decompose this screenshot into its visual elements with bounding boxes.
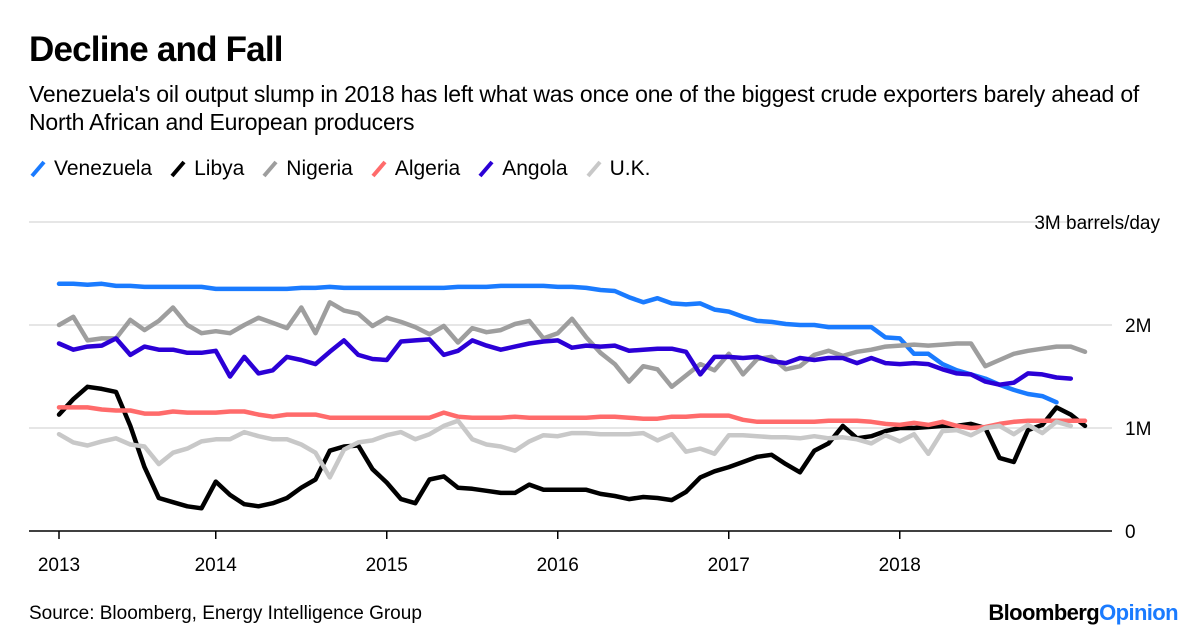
legend-swatch-algeria-icon	[371, 160, 387, 178]
source-note: Source: Bloomberg, Energy Intelligence G…	[29, 603, 422, 624]
series-line-uk	[56, 418, 1074, 480]
y-tick-label: 0	[1125, 522, 1136, 543]
series-line-venezuela	[56, 281, 1059, 405]
legend-label: Angola	[502, 157, 568, 180]
x-tick-label: 2018	[879, 555, 921, 576]
legend-swatch-libya-icon	[170, 160, 186, 178]
series-line-algeria	[56, 405, 1088, 431]
series-line-nigeria	[56, 300, 1088, 390]
legend: Venezuela Libya Nigeria Algeria Angola U…	[29, 157, 667, 181]
legend-item-algeria: Algeria	[370, 157, 460, 181]
legend-item-nigeria: Nigeria	[261, 157, 353, 181]
x-tick-label: 2013	[38, 555, 80, 576]
legend-label: Venezuela	[54, 157, 153, 180]
legend-label: Libya	[194, 157, 245, 180]
chart-title: Decline and Fall	[29, 30, 283, 69]
legend-item-venezuela: Venezuela	[29, 157, 152, 181]
brand-logo: BloombergOpinion	[988, 600, 1178, 626]
legend-label: Nigeria	[286, 157, 353, 180]
y-tick-label: 3M barrels/day	[1034, 213, 1160, 234]
series-line-libya	[56, 384, 1088, 511]
brand-logo-bloomberg: Bloomberg	[988, 600, 1100, 625]
legend-label: U.K.	[609, 157, 651, 180]
x-tick-label: 2014	[195, 555, 238, 576]
x-tick-label: 2016	[537, 555, 579, 576]
legend-swatch-nigeria-icon	[262, 160, 278, 178]
legend-item-angola: Angola	[477, 157, 568, 181]
legend-item-libya: Libya	[169, 157, 244, 181]
legend-label: Algeria	[394, 157, 461, 180]
x-tick-label: 2017	[708, 555, 750, 576]
chart-subtitle: Venezuela's oil output slump in 2018 has…	[29, 81, 1140, 135]
legend-swatch-venezuela-icon	[30, 160, 46, 178]
x-tick-label: 2015	[366, 555, 408, 576]
y-tick-label: 2M	[1125, 316, 1151, 337]
legend-item-uk: U.K.	[585, 157, 651, 181]
y-tick-label: 1M	[1125, 419, 1151, 440]
series-line-angola	[56, 336, 1074, 387]
legend-swatch-uk-icon	[586, 160, 602, 178]
brand-logo-opinion: Opinion	[1099, 600, 1179, 625]
legend-swatch-angola-icon	[478, 160, 494, 178]
